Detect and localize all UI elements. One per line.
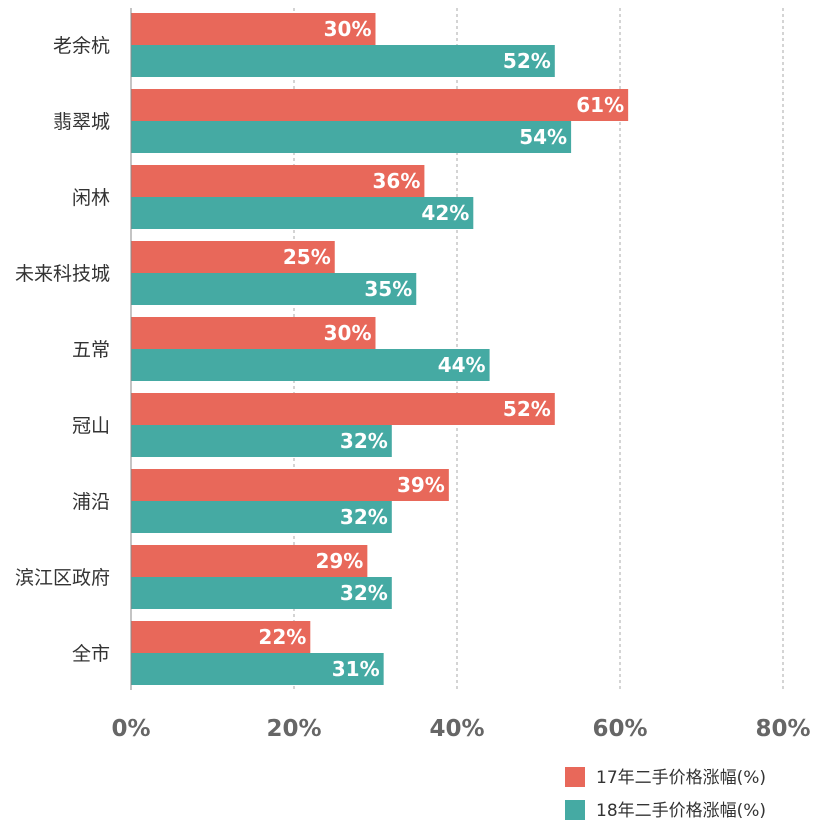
data-label-17-4: 30%	[324, 321, 372, 345]
bar-18-7	[131, 577, 392, 609]
bar-18-6	[131, 501, 392, 533]
category-label-5: 冠山	[72, 415, 110, 437]
data-label-18-7: 32%	[340, 581, 388, 605]
data-label-17-7: 29%	[315, 549, 363, 573]
bar-17-1	[131, 89, 629, 121]
x-tick-label-0: 0%	[111, 716, 150, 742]
bar-18-2	[131, 197, 474, 229]
category-label-7: 滨江区政府	[15, 567, 110, 589]
bars	[131, 13, 629, 685]
category-label-8: 全市	[72, 643, 110, 665]
data-label-17-2: 36%	[373, 169, 421, 193]
category-label-4: 五常	[72, 339, 110, 361]
legend-swatch-1	[565, 800, 585, 820]
category-label-0: 老余杭	[53, 35, 110, 57]
data-label-18-3: 35%	[364, 277, 412, 301]
data-label-17-8: 22%	[258, 625, 306, 649]
legend-swatch-0	[565, 767, 585, 787]
bar-17-5	[131, 393, 555, 425]
data-label-18-0: 52%	[503, 49, 551, 73]
bar-18-3	[131, 273, 417, 305]
bar-18-4	[131, 349, 490, 381]
data-labels: 30% 52% 61% 54% 36%42% 25% 35% 30% 44% 52% 32% 39% 3…	[258, 17, 624, 681]
data-label-18-2: 42%	[421, 201, 469, 225]
category-label-2: 闲林	[72, 187, 110, 209]
bar-17-7	[131, 545, 368, 577]
legend-label-1: 18年二手价格涨幅(%)	[596, 801, 766, 821]
legend: 17年二手价格涨幅(%) 18年二手价格涨幅(%)	[565, 767, 766, 821]
x-tick-label-80: 80%	[755, 716, 810, 742]
bar-17-2	[131, 165, 425, 197]
category-label-1: 翡翠城	[53, 111, 110, 133]
category-label-6: 浦沿	[72, 491, 110, 513]
data-label-18-6: 32%	[340, 505, 388, 529]
bar-17-8	[131, 621, 311, 653]
bar-17-4	[131, 317, 376, 349]
bar-17-3	[131, 241, 335, 273]
data-label-18-5: 32%	[340, 429, 388, 453]
data-label-18-1: 54%	[519, 125, 567, 149]
x-tick-label-20: 20%	[266, 716, 321, 742]
x-tick-label-40: 40%	[429, 716, 484, 742]
bar-18-0	[131, 45, 555, 77]
bar-18-1	[131, 121, 572, 153]
data-label-17-3: 25%	[283, 245, 331, 269]
data-label-17-1: 61%	[576, 93, 624, 117]
data-label-18-8: 31%	[332, 657, 380, 681]
x-axis-ticks: 0% 20% 40% 60% 80%	[111, 716, 810, 742]
legend-label-0: 17年二手价格涨幅(%)	[596, 768, 766, 788]
bar-17-0	[131, 13, 376, 45]
data-label-18-4: 44%	[438, 353, 486, 377]
x-tick-label-60: 60%	[592, 716, 647, 742]
bar-17-6	[131, 469, 449, 501]
data-label-17-6: 39%	[397, 473, 445, 497]
bar-18-5	[131, 425, 392, 457]
data-label-17-5: 52%	[503, 397, 551, 421]
category-label-3: 未来科技城	[15, 263, 110, 285]
data-label-17-0: 30%	[324, 17, 372, 41]
bar-18-8	[131, 653, 384, 685]
